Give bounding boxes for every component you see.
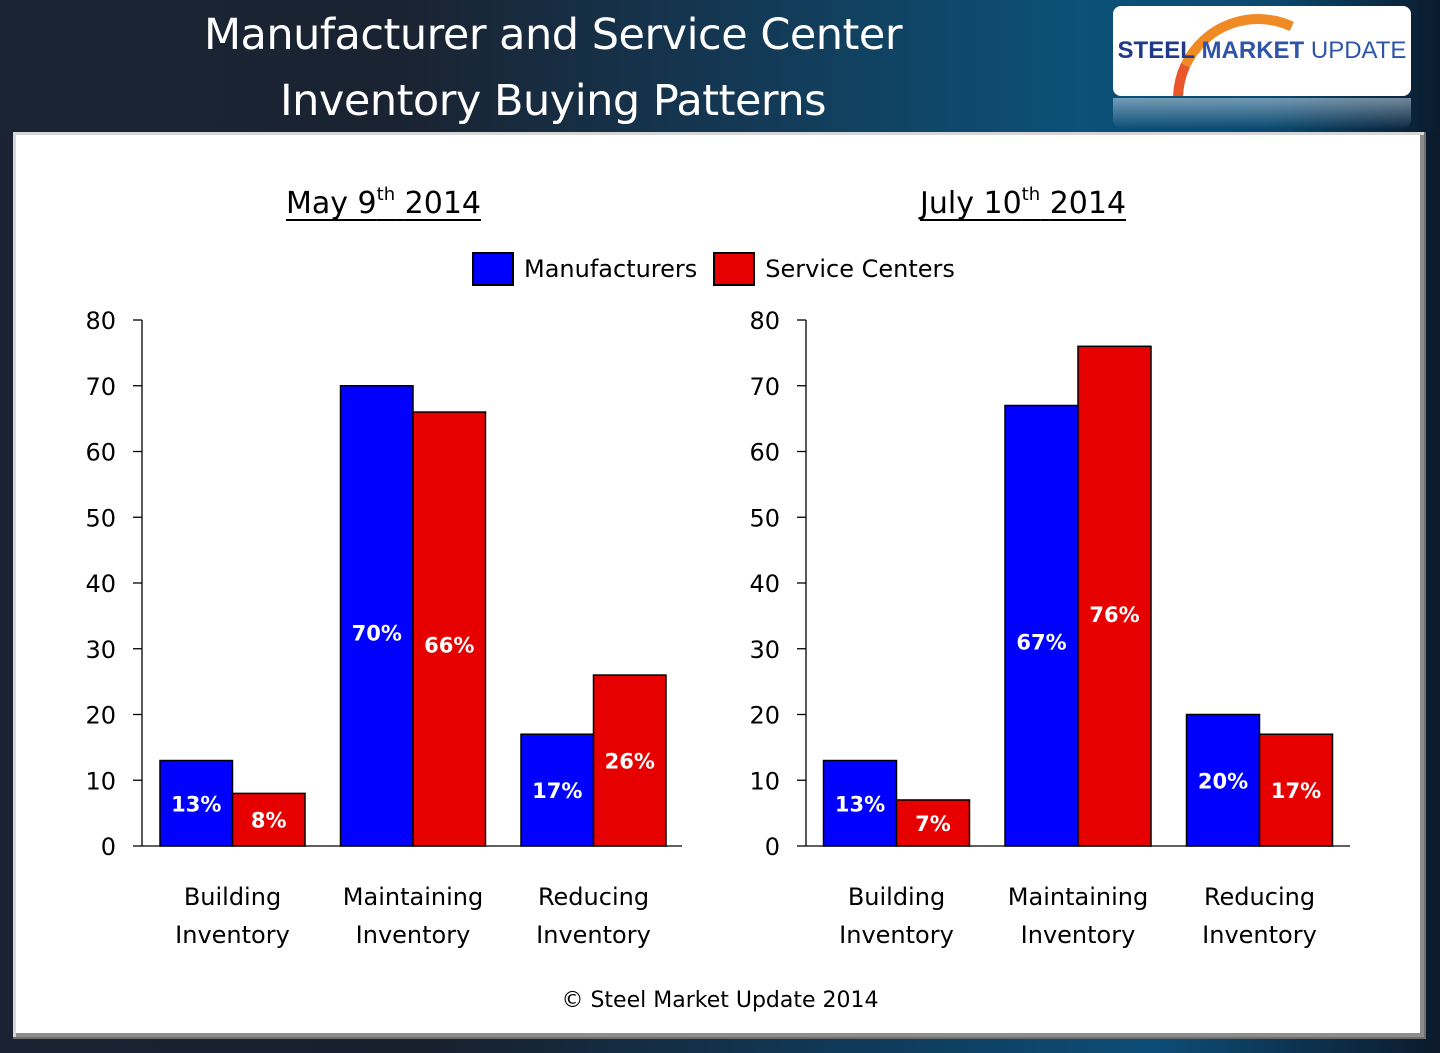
chart-1-title: May 9th 2014: [286, 184, 482, 222]
chart-1-category-label: Maintaining: [343, 883, 483, 911]
chart-2-y-tick-label: 50: [749, 504, 780, 532]
chart-2-category-label: Inventory: [1021, 921, 1136, 949]
chart-1-y-tick-label: 80: [85, 307, 116, 335]
chart-1-title-year: 2014: [404, 186, 482, 221]
chart-legend: Manufacturers Service Centers: [472, 250, 971, 288]
chart-1-y-tick-label: 60: [85, 439, 116, 467]
chart-2-title-year: 2014: [1049, 186, 1127, 221]
chart-1-data-label: 26%: [605, 750, 655, 774]
chart-1-y-tick-label: 30: [85, 636, 116, 664]
chart-1-bar-service-centers-1: [231, 792, 306, 847]
legend-swatch-manufacturers: [472, 252, 514, 286]
chart-2-data-label: 17%: [1271, 779, 1321, 803]
chart-2-y-tick-label: 80: [749, 307, 780, 335]
logo-word-steel: STEEL: [1117, 37, 1195, 64]
chart-1-bar-manufacturers-1: [159, 759, 234, 847]
title-line-2: Inventory Buying Patterns: [279, 76, 827, 126]
chart-2-y-tick-label: 10: [749, 767, 780, 795]
chart-2-title-main: July 10: [920, 186, 1022, 221]
page-title: Manufacturer and Service Center Inventor…: [0, 2, 1106, 134]
chart-1-bar-manufacturers-3: [520, 733, 595, 847]
chart-2-bar-manufacturers-3: [1185, 713, 1261, 847]
chart-1-y-tick-label: 10: [85, 767, 116, 795]
legend-label-service-centers: Service Centers: [765, 255, 955, 283]
chart-2-y-tick-label: 70: [749, 373, 780, 401]
chart-2-data-label: 76%: [1089, 603, 1139, 627]
chart-1-y-tick-label: 0: [101, 833, 116, 861]
chart-2-data-label: 20%: [1198, 769, 1248, 793]
chart-2-bar-service-centers-1: [895, 799, 971, 847]
chart-2-title-sup: th: [1021, 184, 1041, 205]
chart-1-category-label: Inventory: [356, 921, 471, 949]
chart-2-y-tick-label: 30: [749, 636, 780, 664]
chart-2-category-label: Inventory: [1202, 921, 1317, 949]
chart-2-title: July 10th 2014: [920, 184, 1127, 222]
chart-2-y-tick-label: 0: [765, 833, 780, 861]
legend-swatch-service-centers: [713, 252, 756, 286]
chart-1-y-tick-label: 40: [85, 570, 116, 598]
chart-1-category-label: Inventory: [175, 921, 290, 949]
logo-text: STEEL MARKET UPDATE: [1113, 36, 1411, 66]
chart-2-y-tick-label: 40: [749, 570, 780, 598]
chart-1-y-tick-label: 20: [85, 702, 116, 730]
chart-1-bar-service-centers-2: [412, 411, 487, 847]
chart-1-title-main: May 9: [286, 186, 377, 221]
chart-2-category-label: Building: [848, 883, 945, 911]
legend-label-manufacturers: Manufacturers: [524, 255, 698, 283]
chart-2-data-label: 7%: [915, 812, 951, 836]
chart-2-bar-manufacturers-1: [822, 759, 898, 847]
title-line-1: Manufacturer and Service Center: [203, 10, 903, 60]
logo-word-market: MARKET: [1201, 37, 1305, 64]
chart-1-data-label: 70%: [352, 621, 402, 645]
chart-2-bar-manufacturers-2: [1004, 404, 1079, 847]
chart-1-y-tick-label: 70: [85, 373, 116, 401]
chart-2-category-label: Inventory: [839, 921, 954, 949]
chart-1-data-label: 66%: [424, 633, 474, 657]
chart-2-category-label: Reducing: [1204, 883, 1315, 911]
chart-1-y-tick-label: 50: [85, 504, 116, 532]
logo-word-update: UPDATE: [1310, 37, 1407, 64]
chart-2-data-label: 67%: [1016, 630, 1066, 654]
chart-1-data-label: 8%: [251, 809, 287, 833]
chart-2-y-tick-label: 20: [749, 702, 780, 730]
steel-market-update-logo: STEEL MARKET UPDATE: [1113, 6, 1411, 96]
chart-1-data-label: 17%: [532, 779, 582, 803]
chart-1-category-label: Building: [184, 883, 281, 911]
chart-1-title-sup: th: [376, 184, 396, 205]
chart-1-data-label: 13%: [171, 792, 221, 816]
copyright-text: © Steel Market Update 2014: [561, 988, 879, 1013]
chart-2-data-label: 13%: [835, 792, 885, 816]
chart-1-bar-service-centers-3: [592, 674, 667, 847]
legend-item-service-centers: Service Centers: [713, 252, 955, 286]
legend-item-manufacturers: Manufacturers: [472, 252, 697, 286]
chart-1-category-label: Reducing: [538, 883, 649, 911]
chart-2-category-label: Maintaining: [1008, 883, 1148, 911]
chart-2-y-tick-label: 60: [749, 439, 780, 467]
chart-1-bar-manufacturers-2: [339, 385, 414, 847]
logo-reflection: [1113, 98, 1411, 128]
chart-2-bar-service-centers-2: [1077, 345, 1152, 847]
chart-1-category-label: Inventory: [536, 921, 651, 949]
